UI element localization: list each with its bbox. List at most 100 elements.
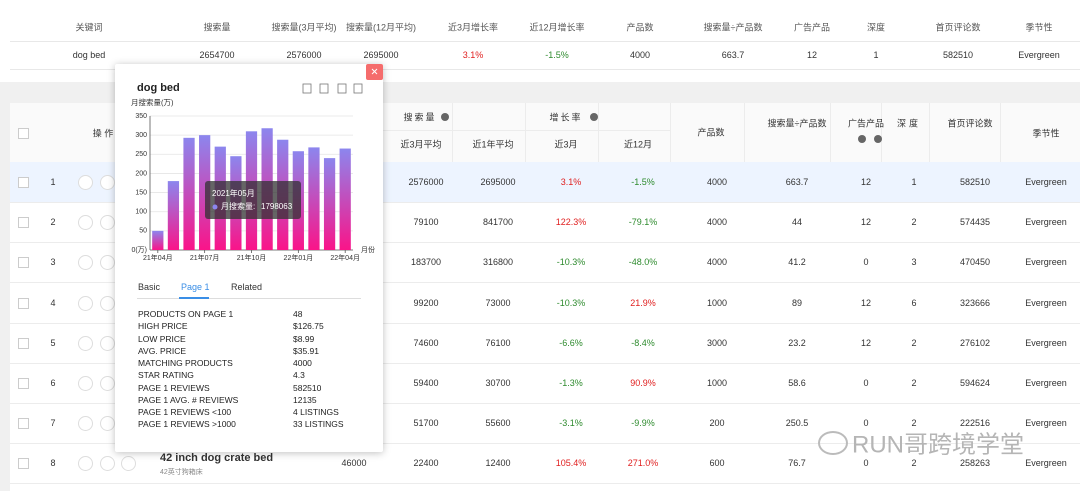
cell-ads: 0 (863, 418, 869, 429)
row-index: 2 (50, 217, 56, 228)
detail-key: PRODUCTS ON PAGE 1 (138, 309, 234, 319)
header-line (380, 130, 670, 131)
row-line (10, 362, 1080, 364)
row-line (10, 202, 1080, 203)
cell-products: 1000 (706, 297, 728, 308)
close-button[interactable] (366, 64, 383, 80)
action-button (78, 255, 93, 271)
detail-value: 33 LISTINGS (293, 419, 344, 430)
summary-header: 近12月增长率 (529, 22, 585, 33)
cell-ratio: 663.7 (785, 177, 809, 187)
summary-cell: 663.7 (721, 50, 745, 60)
row-line (10, 403, 1080, 404)
column-line (881, 103, 882, 162)
cell-g12: 21.9% (630, 297, 656, 308)
x-tick-label: 22年01月 (284, 253, 314, 262)
y-tick-label: 150 (135, 189, 147, 196)
action-button (100, 416, 115, 432)
y-tick-label: 250 (135, 151, 147, 158)
row-index: 4 (50, 297, 56, 308)
action-button (100, 215, 115, 231)
column-line (670, 103, 671, 162)
cell-g12: -48.0% (628, 257, 658, 268)
cell-g3: -10.3% (556, 257, 586, 268)
column-line (525, 103, 526, 162)
tab[interactable]: Page 1 (181, 282, 210, 292)
cell-g12: -8.4% (631, 337, 655, 348)
cell-g3: 3.1% (560, 177, 582, 187)
info-icon (874, 135, 882, 143)
cell-avg12: 55600 (485, 418, 511, 429)
row-line (10, 242, 1080, 244)
tab[interactable]: Basic (138, 282, 161, 292)
info-icon (858, 135, 866, 143)
cell-g3: -3.1% (559, 418, 583, 429)
x-tick-label: 22年04月 (330, 253, 360, 262)
cell-reviews: 594624 (959, 378, 991, 388)
cell-products: 3000 (706, 337, 728, 348)
summary-cell: Evergreen (1018, 50, 1060, 60)
header: 首页评论数 (947, 118, 993, 129)
summary-header: 搜索量(3月平均) (271, 22, 337, 33)
detail-value: $8.99 (293, 333, 315, 344)
bar (308, 147, 320, 250)
tab-underline (179, 297, 209, 299)
x-axis-title: 月份 (361, 245, 375, 254)
info-icon (441, 113, 449, 121)
cell-avg3: 79100 (413, 217, 439, 228)
toolbar-icon[interactable] (319, 83, 329, 94)
toolbar-icon[interactable] (302, 83, 312, 94)
action-button (78, 416, 93, 432)
x-tick-label: 21年10月 (237, 253, 267, 262)
cell-ads: 12 (860, 217, 872, 228)
summary-cell: 2576000 (286, 50, 322, 60)
action-button (100, 295, 115, 311)
header: 搜索量 (403, 112, 437, 123)
tab[interactable]: Related (231, 282, 263, 292)
cell-season: Evergreen (1025, 257, 1067, 268)
cell-products: 4000 (706, 257, 728, 268)
cell-season: Evergreen (1025, 217, 1067, 228)
cell-avg3: 183700 (410, 257, 442, 268)
cell-ratio: 41.2 (788, 257, 806, 268)
header: 近3月平均 (400, 139, 442, 150)
action-button (100, 376, 115, 391)
cell-avg3: 74600 (413, 337, 439, 348)
y-tick-label: 300 (135, 132, 147, 139)
cell-g3: -1.3% (559, 378, 583, 388)
chart-title: dog bed (137, 82, 180, 94)
y-tick-label: 350 (135, 113, 147, 120)
detail-value: 4.3 (293, 370, 305, 381)
toolbar-icon[interactable] (353, 83, 363, 94)
cell-g3: -6.6% (559, 337, 583, 348)
summary-header: 搜索量 (203, 22, 231, 33)
checkbox (18, 128, 29, 139)
cell-season: Evergreen (1025, 458, 1067, 469)
cell-reviews: 574435 (959, 217, 991, 228)
toolbar-icon[interactable] (337, 83, 347, 94)
x-tick-label: 21年07月 (190, 253, 220, 262)
row-index: 7 (50, 418, 56, 429)
header: 广告产品 (847, 118, 885, 129)
row-index: 6 (50, 378, 56, 388)
row-line (10, 483, 1080, 485)
summary-header: 产品数 (626, 22, 654, 33)
header: 近1年平均 (472, 139, 514, 150)
cell-depth: 2 (911, 458, 917, 469)
header: 近3月 (554, 139, 578, 150)
detail-key: PAGE 1 REVIEWS (138, 382, 210, 393)
header: 增长率 (549, 112, 583, 123)
detail-key: PAGE 1 AVG. # REVIEWS (138, 394, 239, 405)
y-tick-label: 200 (135, 170, 147, 177)
detail-key: AVG. PRICE (138, 345, 187, 356)
action-button (121, 456, 136, 472)
summary-cell: 582510 (942, 50, 974, 60)
cell-depth: 2 (911, 337, 917, 348)
column-line (452, 103, 453, 162)
x-tick-label: 21年04月 (143, 253, 173, 262)
detail-value: 12135 (293, 394, 317, 405)
summary-cell: 1 (873, 50, 879, 60)
cell-reviews: 222516 (959, 418, 991, 429)
cell-ratio: 58.6 (788, 378, 806, 388)
header: 季节性 (1032, 128, 1060, 139)
